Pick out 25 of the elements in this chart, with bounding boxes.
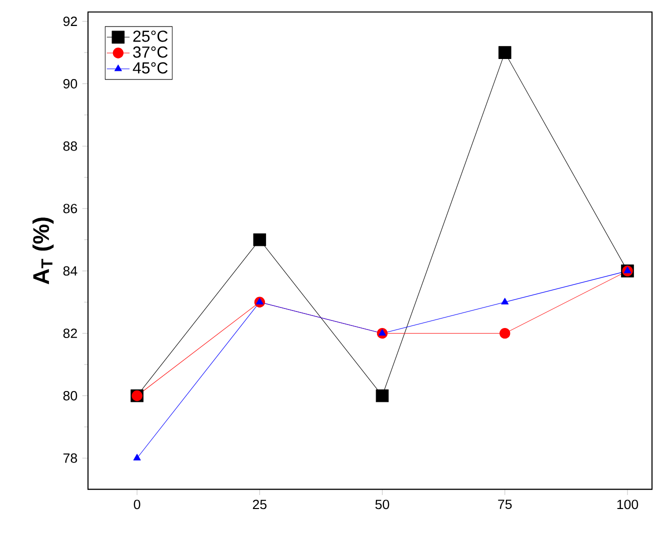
y-tick-label: 90	[63, 79, 78, 89]
legend-label: 45°C	[132, 62, 168, 74]
legend-label: 25°C	[133, 30, 168, 42]
x-tick-label: 0	[134, 500, 140, 510]
point	[500, 328, 510, 339]
point	[624, 266, 632, 274]
point	[498, 46, 512, 60]
y-tick-label: 82	[63, 328, 77, 338]
point	[501, 298, 509, 305]
y-tick-label: 88	[63, 142, 78, 152]
y-tick-label: 80	[63, 391, 78, 401]
x-tick-label: 100	[617, 500, 638, 510]
y-tick-label: 86	[63, 204, 78, 214]
y-axis-title: A$_{T}$ (%)	[32, 218, 54, 284]
point	[376, 389, 389, 402]
y-tick-label: 92	[63, 16, 77, 26]
x-tick-label: 75	[498, 500, 512, 510]
point	[253, 234, 266, 246]
point	[256, 298, 264, 305]
y-tick-label: 84	[63, 266, 78, 276]
x-tick-label: 25	[252, 500, 267, 510]
point	[133, 454, 141, 461]
x-tick-label: 50	[375, 500, 390, 510]
legend-label: 37°C	[133, 46, 168, 58]
y-tick-label: 78	[63, 454, 78, 464]
